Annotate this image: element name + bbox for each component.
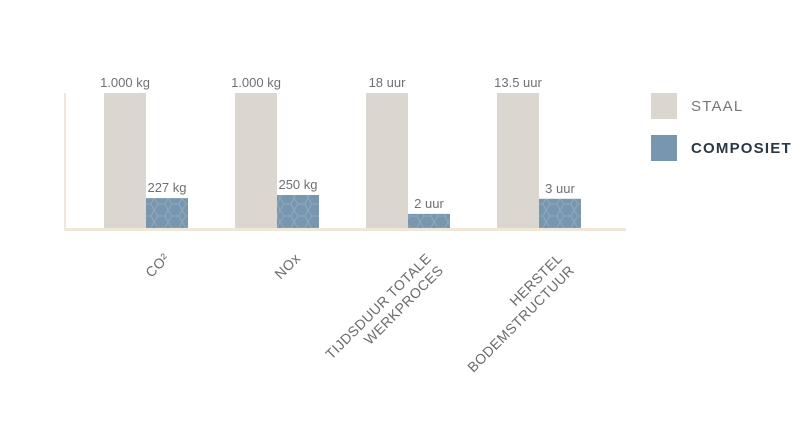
bar-texture-composiet-herstel-bodemstructuur [539, 198, 581, 229]
legend-item-staal: STAAL [651, 92, 743, 120]
bars-group [104, 93, 581, 229]
legend-label-composiet: COMPOSIET [691, 139, 792, 157]
value-label-staal-nox: 1.000 kg [231, 75, 281, 90]
bar-texture-composiet-nox [277, 195, 319, 229]
value-label-staal-herstel-bodemstructuur: 13.5 uur [494, 75, 542, 90]
bar-chart: 1.000 kg 227 kg 1.000 kg 250 kg 18 uur 2 uur 1… [64, 75, 626, 231]
value-labels-group: 1.000 kg 227 kg 1.000 kg 250 kg 18 uur 2 uur 1… [100, 75, 575, 211]
bar-staal-co [104, 93, 146, 229]
value-label-composiet-herstel-bodemstructuur: 3 uur [545, 181, 575, 196]
bar-staal-herstel-bodemstructuur [497, 93, 539, 229]
legend-label-staal: STAAL [691, 97, 744, 115]
bar-texture-composiet-tijdsduur-totale-werkproces [408, 213, 450, 229]
value-label-composiet-tijdsduur-totale-werkproces: 2 uur [414, 196, 444, 211]
bar-texture-composiet-co [146, 198, 188, 229]
value-label-staal-co: 1.000 kg [100, 75, 150, 90]
legend-swatch-composiet [651, 135, 677, 161]
value-label-composiet-co: 227 kg [147, 180, 186, 195]
value-label-composiet-nox: 250 kg [278, 177, 317, 192]
bar-staal-nox [235, 93, 277, 229]
legend-item-composiet: COMPOSIET [651, 134, 792, 162]
value-label-staal-tijdsduur-totale-werkproces: 18 uur [369, 75, 407, 90]
bar-staal-tijdsduur-totale-werkproces [366, 93, 408, 229]
legend-swatch-staal [651, 93, 677, 119]
